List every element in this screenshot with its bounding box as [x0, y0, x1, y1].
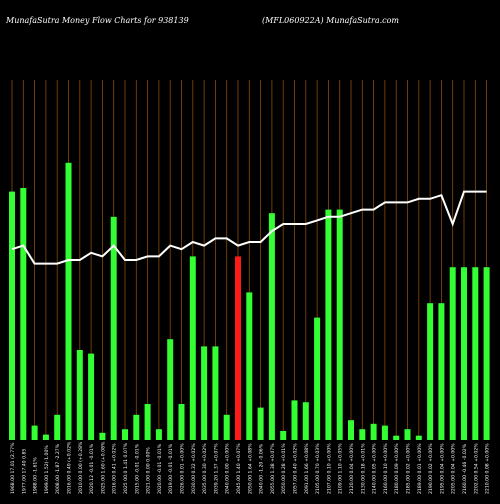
- x-tick-label: 2050.00 1.64 +0.08%: [247, 443, 253, 494]
- x-tick-label: 2040.00 -1.20 -0.06%: [259, 443, 265, 494]
- x-tick-label: 2189.00 0.01 +0.00%: [417, 443, 423, 494]
- bar: [449, 267, 456, 440]
- bar: [336, 209, 343, 440]
- bar: [223, 414, 230, 440]
- x-tick-label: 2185.00 0.02 +0.00%: [406, 443, 412, 494]
- x-tick-label: 2195.00 0.04 +0.00%: [439, 443, 445, 494]
- bar: [110, 216, 117, 440]
- x-tick-label: 2130.00 0.18 +0.01%: [360, 443, 366, 494]
- x-tick-label: 1968.00 17.01 (2.77%: [10, 442, 16, 494]
- bar: [235, 256, 241, 440]
- x-tick-label: 2020.12 -0.01 -0.01%: [89, 443, 95, 494]
- x-tick-label: 2010.00 0.00 (+0.28%: [78, 441, 84, 494]
- x-tick-label: 2025.00 1.60 (+0.08%: [100, 441, 106, 494]
- x-tick-label: 2091.00 1.66 +0.08%: [304, 443, 310, 494]
- bar: [9, 191, 15, 440]
- bar: [461, 267, 467, 440]
- x-tick-label: 2040.00 0.00 +0.00%: [225, 443, 231, 494]
- x-tick-label: 2180.00 0.09 +0.00%: [394, 443, 400, 494]
- bar: [178, 404, 185, 440]
- bar: [472, 267, 479, 440]
- bar: [122, 429, 128, 440]
- x-tick-label: 2026.00 0.01 +0.00%: [180, 443, 186, 494]
- bar: [189, 256, 196, 440]
- bar: [133, 414, 140, 440]
- x-tick-label: 2160.00 0.10 +0.00%: [383, 443, 389, 494]
- x-tick-label: 2120.00 0.04 +0.00%: [349, 443, 355, 494]
- x-tick-label: 1988.00 -1.61%: [33, 457, 39, 494]
- x-tick-label: 2107.00 0.10 +0.00%: [326, 443, 332, 494]
- bar: [280, 431, 287, 440]
- bar: [144, 404, 151, 440]
- bar: [348, 420, 354, 440]
- bar: [65, 162, 72, 441]
- x-tick-label: 2045.00 1.40 +0.07%: [236, 443, 242, 494]
- bar: [302, 402, 309, 440]
- x-tick-label: 2109.00 1.10 +0.05%: [338, 443, 344, 494]
- x-tick-label: 2021.00 0.00 0.00%: [146, 447, 152, 494]
- bar: [483, 267, 490, 440]
- bar: [325, 209, 332, 440]
- x-tick-label: 2055.00 1.38 +0.07%: [270, 443, 276, 494]
- bar: [42, 434, 49, 440]
- x-tick-label: 2205.00 0.04 +0.00%: [451, 443, 457, 494]
- x-tick-label: 2008.00 -1.87 -2.27%: [55, 443, 61, 494]
- bar: [291, 400, 298, 440]
- chart-title: MunafaSutra Money Flow Charts for 938139: [6, 16, 189, 25]
- bar: [54, 414, 61, 440]
- money-flow-line: [11, 190, 487, 265]
- bar: [381, 425, 388, 440]
- x-tick-label: 2035.00 0.30 +0.02%: [202, 443, 208, 494]
- x-tick-label: 2016.00 0.41 +0.02%: [112, 443, 118, 494]
- bar: [155, 429, 162, 440]
- x-tick-label: 2210.00 0.08 +0.00%: [485, 443, 491, 494]
- x-tick-label: 2039.20 1.37 +0.07%: [213, 443, 219, 494]
- x-tick-label: 2140.00 0.05 +0.00%: [372, 443, 378, 494]
- bar: [20, 188, 27, 440]
- bar: [201, 346, 208, 440]
- x-tick-label: 2050.00 0.28 +0.01%: [281, 443, 287, 494]
- x-tick-label: 2057.00 0.40 +0.02%: [293, 443, 299, 494]
- bar: [415, 435, 422, 440]
- bar: [257, 407, 264, 440]
- bar: [31, 425, 38, 440]
- bar: [370, 423, 377, 440]
- x-tick-label: 2202.00 0.54 +0.02%: [473, 443, 479, 494]
- bar: [427, 303, 434, 440]
- x-tick-label: 2015.00 -0.01 -0.01%: [134, 443, 140, 494]
- bar: [393, 435, 400, 440]
- x-tick-label: 2160.00 -0.46 -0.02%: [462, 443, 468, 494]
- bar: [246, 292, 253, 440]
- bar: [404, 429, 411, 440]
- bar: [212, 346, 219, 440]
- x-tick-label: 2025 00.0 1.41 0.07%: [123, 442, 129, 494]
- bar: [438, 303, 445, 440]
- bar: [76, 350, 83, 440]
- bar: [88, 353, 95, 440]
- x-tick-label: 1977.00 17.40 0.85: [21, 449, 27, 494]
- x-tick-label: 2019.00 -0.01 -0.01%: [168, 443, 174, 494]
- bar: [167, 339, 174, 440]
- x-tick-label: 2020.00 -0.01 -0.01%: [157, 443, 163, 494]
- x-tick-label: 1999.00 1.52(-1.00%: [44, 445, 50, 494]
- bar: [99, 432, 106, 440]
- bar: [314, 317, 321, 440]
- x-tick-label: 2030.00 0.32 +0.02%: [191, 443, 197, 494]
- bar: [268, 213, 275, 440]
- x-tick-label: 2190.00 0.02 +0.00%: [428, 443, 434, 494]
- x-tick-label: 2016.00 0.40 (+0.02%: [67, 441, 73, 494]
- site-label: (MFL060922A) MunafaSutra.com: [262, 16, 400, 25]
- x-tick-label: 2105.00 0.70 +0.03%: [315, 443, 321, 494]
- bar: [359, 429, 366, 440]
